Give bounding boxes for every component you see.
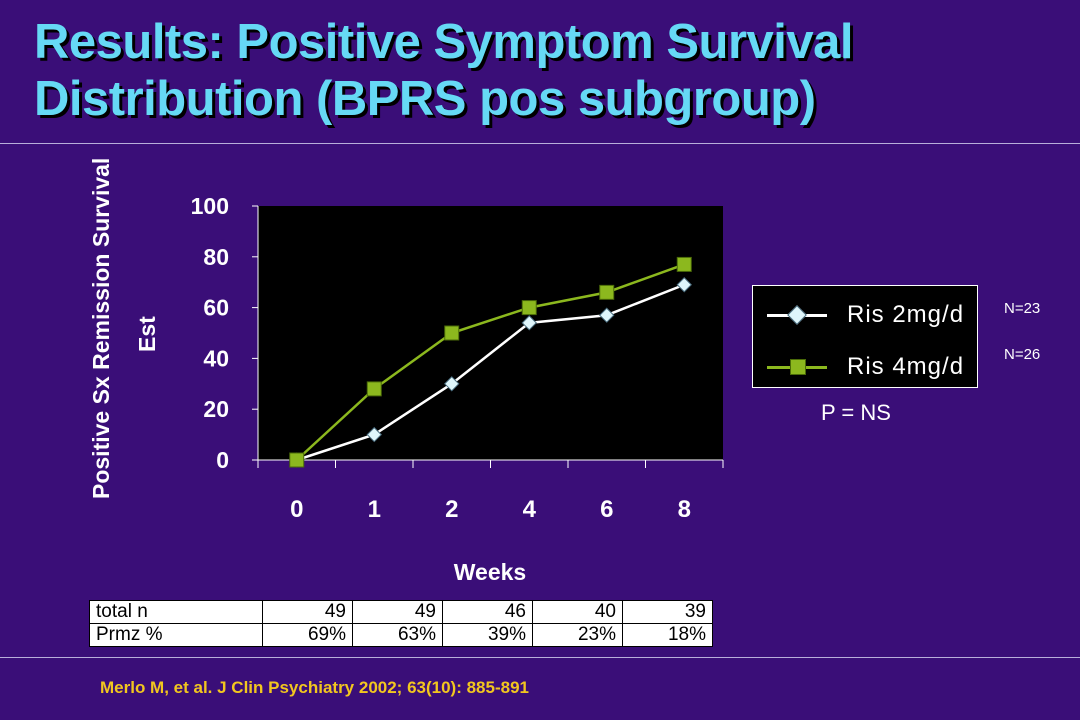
y-axis-label-est: Est xyxy=(134,316,160,352)
legend-diamond-marker xyxy=(787,305,807,325)
legend-item-4mg: Ris 4mg/d xyxy=(753,347,979,387)
legend-label-4mg: Ris 4mg/d xyxy=(847,353,965,380)
legend-item-2mg: Ris 2mg/d xyxy=(753,295,979,335)
bottom-divider xyxy=(0,657,1080,658)
x-tick-label: 4 xyxy=(523,496,537,523)
x-tick-label: 0 xyxy=(290,496,303,523)
top-divider xyxy=(0,143,1080,144)
data-point-2mg xyxy=(521,315,537,331)
chart-legend: Ris 2mg/d Ris 4mg/d xyxy=(752,285,978,388)
data-point-4mg xyxy=(676,256,692,272)
legend-square-marker xyxy=(790,359,806,375)
table-cell: 39 xyxy=(622,600,713,624)
y-tick-label: 80 xyxy=(203,244,229,270)
data-point-4mg xyxy=(289,452,305,468)
table-cell: 49 xyxy=(352,600,443,624)
y-tick-label: 100 xyxy=(191,193,229,219)
survival-line-chart: 100 80 60 40 20 0 0 1 2 4 6 8 Weeks xyxy=(191,193,724,585)
plot-area xyxy=(258,206,723,460)
x-tick-label: 6 xyxy=(600,496,613,523)
table-cell: 49 xyxy=(262,600,353,624)
data-point-2mg xyxy=(444,376,460,392)
y-tick-label: 60 xyxy=(203,295,229,321)
data-point-4mg xyxy=(599,284,615,300)
data-point-4mg xyxy=(366,381,382,397)
x-tick-label: 2 xyxy=(445,496,458,523)
table-cell: 63% xyxy=(352,623,443,647)
data-point-2mg xyxy=(366,426,382,443)
y-tick-label: 20 xyxy=(203,396,229,422)
n-label-2mg: N=23 xyxy=(1004,300,1041,317)
y-tick-label: 0 xyxy=(216,447,229,473)
table-cell: 69% xyxy=(262,623,353,647)
y-tick-label: 40 xyxy=(203,345,229,371)
slide-title: Results: Positive Symptom Survival Distr… xyxy=(34,14,1034,128)
data-point-4mg xyxy=(444,325,460,341)
x-tick-label: 1 xyxy=(368,496,381,523)
sample-size-table: total n 49 49 46 40 39 Prmz % 69% 63% 39… xyxy=(89,600,713,647)
data-point-2mg xyxy=(676,277,692,293)
series-line-4mg xyxy=(295,263,685,461)
x-axis-label: Weeks xyxy=(454,559,526,585)
table-cell: 23% xyxy=(532,623,623,647)
data-point-4mg xyxy=(521,300,537,316)
x-tick-label: 8 xyxy=(678,496,691,523)
table-cell: 46 xyxy=(442,600,533,624)
p-value-label: P = NS xyxy=(821,400,891,425)
table-row-label: Prmz % xyxy=(89,623,263,647)
n-label-4mg: N=26 xyxy=(1004,346,1041,363)
series-line-2mg xyxy=(296,283,685,462)
slide-title-line2: Distribution (BPRS pos subgroup) xyxy=(34,72,816,126)
citation: Merlo M, et al. J Clin Psychiatry 2002; … xyxy=(100,678,529,697)
table-cell: 39% xyxy=(442,623,533,647)
table-row-label: total n xyxy=(89,600,263,624)
slide-title-line1: Results: Positive Symptom Survival xyxy=(34,15,854,69)
y-axis-label: Positive Sx Remission Survival xyxy=(88,157,114,499)
table-cell: 40 xyxy=(532,600,623,624)
table-cell: 18% xyxy=(622,623,713,647)
legend-label-2mg: Ris 2mg/d xyxy=(847,301,965,328)
table-row: Prmz % 69% 63% 39% 23% 18% xyxy=(89,623,713,647)
table-row: total n 49 49 46 40 39 xyxy=(89,600,713,624)
data-point-2mg xyxy=(599,307,615,323)
